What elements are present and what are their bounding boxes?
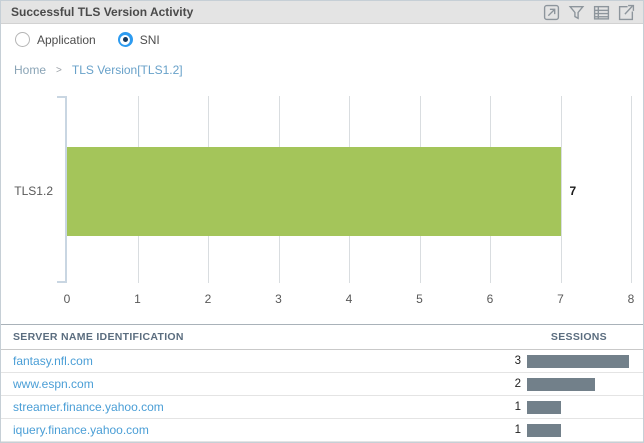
radio-option-sni[interactable]: SNI — [117, 32, 160, 47]
radio-label-sni: SNI — [139, 32, 160, 47]
sessions-cell: 1 — [427, 423, 643, 437]
x-axis-tick-label: 7 — [557, 292, 564, 306]
breadcrumb-current: TLS Version[TLS1.2] — [71, 63, 183, 77]
sessions-count: 2 — [514, 378, 521, 390]
export-icon[interactable] — [618, 4, 635, 21]
breadcrumb-separator-icon: > — [56, 64, 62, 76]
maximize-icon[interactable] — [543, 4, 560, 21]
sessions-bar — [527, 400, 561, 414]
gridline — [631, 96, 632, 283]
x-axis-tick-label: 5 — [416, 292, 423, 306]
sessions-count: 3 — [514, 355, 521, 367]
bar-value-label: 7 — [569, 184, 577, 198]
x-axis-tick-label: 2 — [204, 292, 212, 306]
sessions-cell: 2 — [427, 377, 643, 391]
x-axis-tick-label: 6 — [486, 292, 494, 306]
column-header-server-name: SERVER NAME IDENTIFICATION — [13, 331, 184, 343]
widget-title: Successful TLS Version Activity — [11, 5, 194, 19]
sessions-cell: 1 — [427, 400, 643, 414]
server-name-link[interactable]: fantasy.nfl.com — [13, 354, 93, 368]
sessions-bar — [527, 354, 629, 368]
radio-option-application[interactable]: Application — [15, 32, 96, 47]
sessions-cell: 3 — [427, 354, 643, 368]
filter-icon[interactable] — [568, 4, 585, 21]
server-name-link[interactable]: streamer.finance.yahoo.com — [13, 400, 164, 414]
table-header-row: SERVER NAME IDENTIFICATION SESSIONS — [1, 325, 643, 350]
view-toggle: Application SNI — [15, 32, 160, 47]
sessions-count: 1 — [514, 424, 521, 436]
table-row: streamer.finance.yahoo.com 1 — [1, 396, 643, 419]
server-name-link[interactable]: iquery.finance.yahoo.com — [13, 423, 149, 437]
x-axis-tick-label: 8 — [627, 292, 635, 306]
tls-bar-chart: TLS1.2 0 1 2 3 4 5 6 7 8 7 — [1, 96, 643, 311]
server-name-link[interactable]: www.espn.com — [13, 377, 94, 391]
gridline — [560, 96, 562, 283]
radio-label-application: Application — [37, 32, 96, 47]
x-axis-tick-label: 1 — [134, 292, 141, 306]
sessions-bar — [527, 377, 595, 391]
table-row: fantasy.nfl.com 3 — [1, 350, 643, 373]
plot-area: 0 1 2 3 4 5 6 7 8 7 — [57, 96, 634, 306]
x-axis-tick-label: 3 — [275, 292, 282, 306]
radio-button-application[interactable] — [15, 32, 30, 47]
sni-sessions-table: SERVER NAME IDENTIFICATION SESSIONS fant… — [1, 324, 643, 442]
axis-tick-top — [57, 96, 66, 98]
sessions-count: 1 — [514, 401, 521, 413]
axis-tick-bottom — [57, 281, 66, 283]
x-axis-tick-label: 0 — [63, 292, 71, 306]
table-view-icon[interactable] — [593, 4, 610, 21]
breadcrumb: Home > TLS Version[TLS1.2] — [14, 63, 183, 77]
table-row: www.espn.com 2 — [1, 373, 643, 396]
table-body: fantasy.nfl.com 3 www.espn.com 2 streamer.fi… — [1, 350, 643, 442]
table-row: iquery.finance.yahoo.com 1 — [1, 419, 643, 442]
y-axis-category-label: TLS1.2 — [14, 184, 53, 198]
widget-toolbar — [543, 4, 635, 21]
radio-button-sni[interactable] — [117, 32, 133, 47]
x-axis-tick-label: 4 — [345, 292, 353, 306]
sessions-bar — [527, 423, 561, 437]
widget-header: Successful TLS Version Activity — [1, 1, 643, 24]
tls-version-bar[interactable] — [67, 147, 561, 236]
column-header-sessions: SESSIONS — [550, 331, 607, 343]
breadcrumb-home-link[interactable]: Home — [14, 63, 47, 77]
